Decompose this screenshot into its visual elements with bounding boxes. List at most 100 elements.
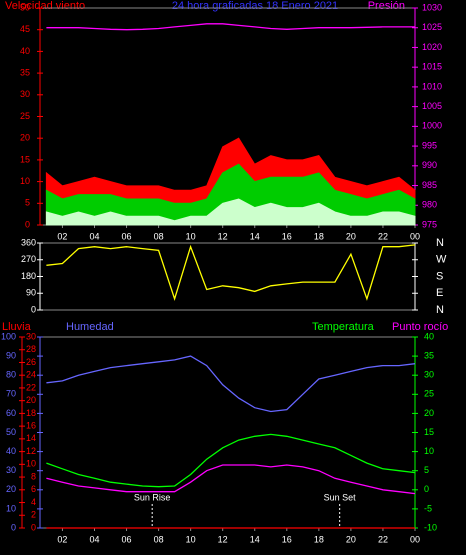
y-tick-label: 5 [25, 198, 30, 208]
x-tick-label: 14 [250, 534, 260, 544]
x-tick-label: 04 [89, 231, 99, 241]
y-tick-label: 12 [26, 446, 36, 456]
dew-label: Punto rocío [392, 321, 448, 333]
y-tick-label: 0 [424, 484, 429, 494]
y-tick-label: 5 [424, 465, 429, 475]
y-tick-label: 20 [26, 395, 36, 405]
y-tick-label: 40 [6, 446, 16, 456]
rain-label: Lluvia [2, 321, 32, 333]
y-tick-label: 90 [26, 288, 36, 298]
series-line [46, 355, 416, 413]
y-tick-label: 1025 [422, 22, 442, 32]
series-line [46, 433, 416, 488]
y-tick-label: 28 [26, 344, 36, 354]
y-tick-label: 995 [422, 140, 437, 150]
x-tick-label: 12 [218, 534, 228, 544]
series-line [46, 464, 416, 495]
y-tick-label: 26 [26, 357, 36, 367]
y-tick-label: 90 [6, 350, 16, 360]
y-tick-label: W [436, 254, 447, 266]
y-tick-label: 10 [6, 503, 16, 513]
y-tick-label: 40 [20, 46, 30, 56]
y-tick-label: 18 [26, 408, 36, 418]
y-tick-label: 990 [422, 160, 437, 170]
y-tick-label: -5 [424, 503, 432, 513]
y-tick-label: 1005 [422, 101, 442, 111]
x-tick-label: 14 [250, 231, 260, 241]
x-tick-label: 08 [154, 231, 164, 241]
series-line [46, 23, 415, 31]
annotation: Sun Rise [134, 492, 171, 502]
y-tick-label: 975 [422, 219, 437, 229]
y-tick-label: 40 [424, 331, 434, 341]
x-tick-label: 20 [346, 231, 356, 241]
y-tick-label: S [436, 270, 443, 282]
x-tick-label: 20 [346, 534, 356, 544]
y-tick-label: N [436, 237, 444, 249]
y-tick-label: 15 [424, 427, 434, 437]
pressure-label: Presión [368, 0, 405, 12]
x-tick-label: 22 [378, 534, 388, 544]
y-tick-label: 4 [31, 497, 36, 507]
y-tick-label: 14 [26, 433, 36, 443]
y-tick-label: 30 [6, 465, 16, 475]
annotation: Sun Set [324, 492, 357, 502]
x-tick-label: 06 [122, 231, 132, 241]
y-tick-label: 985 [422, 180, 437, 190]
y-tick-label: 0 [11, 522, 16, 532]
y-tick-label: 0 [31, 522, 36, 532]
x-tick-label: 06 [122, 534, 132, 544]
humidity-label: Humedad [66, 321, 114, 333]
x-tick-label: 00 [410, 534, 420, 544]
x-tick-label: 04 [89, 534, 99, 544]
y-tick-label: 45 [20, 24, 30, 34]
y-tick-label: 6 [31, 484, 36, 494]
y-tick-label: 0 [31, 304, 36, 314]
y-tick-label: 20 [424, 408, 434, 418]
y-tick-label: 30 [26, 331, 36, 341]
y-tick-label: 20 [6, 484, 16, 494]
temp-label: Temperatura [312, 321, 375, 333]
y-tick-label: 24 [26, 370, 36, 380]
y-tick-label: 2 [31, 510, 36, 520]
x-tick-label: 02 [57, 534, 67, 544]
y-tick-label: 10 [424, 446, 434, 456]
x-tick-label: 12 [218, 231, 228, 241]
y-tick-label: 80 [6, 370, 16, 380]
wind-label: Velocidad viento [5, 0, 85, 12]
y-tick-label: 25 [20, 111, 30, 121]
y-tick-label: 270 [21, 254, 36, 264]
y-tick-label: 35 [20, 67, 30, 77]
y-tick-label: 360 [21, 237, 36, 247]
x-tick-label: 16 [282, 534, 292, 544]
y-tick-label: 1030 [422, 2, 442, 12]
y-tick-label: 50 [6, 427, 16, 437]
y-tick-label: N [436, 304, 444, 316]
y-tick-label: 1020 [422, 42, 442, 52]
y-tick-label: 10 [20, 176, 30, 186]
y-tick-label: 10 [26, 459, 36, 469]
series-line [46, 244, 416, 301]
x-tick-label: 10 [186, 534, 196, 544]
y-tick-label: 22 [26, 382, 36, 392]
x-tick-label: 22 [378, 231, 388, 241]
x-tick-label: 02 [57, 231, 67, 241]
x-tick-label: 08 [154, 534, 164, 544]
y-tick-label: 180 [21, 271, 36, 281]
x-tick-label: 18 [314, 534, 324, 544]
y-tick-label: -10 [424, 522, 437, 532]
y-tick-label: 1015 [422, 62, 442, 72]
y-tick-label: 25 [424, 389, 434, 399]
chart-title: 24 hora graficadas 18 Enero 2021 [172, 0, 338, 12]
y-tick-label: 30 [20, 89, 30, 99]
y-tick-label: 100 [1, 331, 16, 341]
x-tick-label: 18 [314, 231, 324, 241]
y-tick-label: 60 [6, 408, 16, 418]
y-tick-label: 8 [31, 471, 36, 481]
y-tick-label: 980 [422, 200, 437, 210]
wind-area [45, 198, 416, 226]
y-tick-label: 0 [25, 219, 30, 229]
y-tick-label: 50 [20, 2, 30, 12]
